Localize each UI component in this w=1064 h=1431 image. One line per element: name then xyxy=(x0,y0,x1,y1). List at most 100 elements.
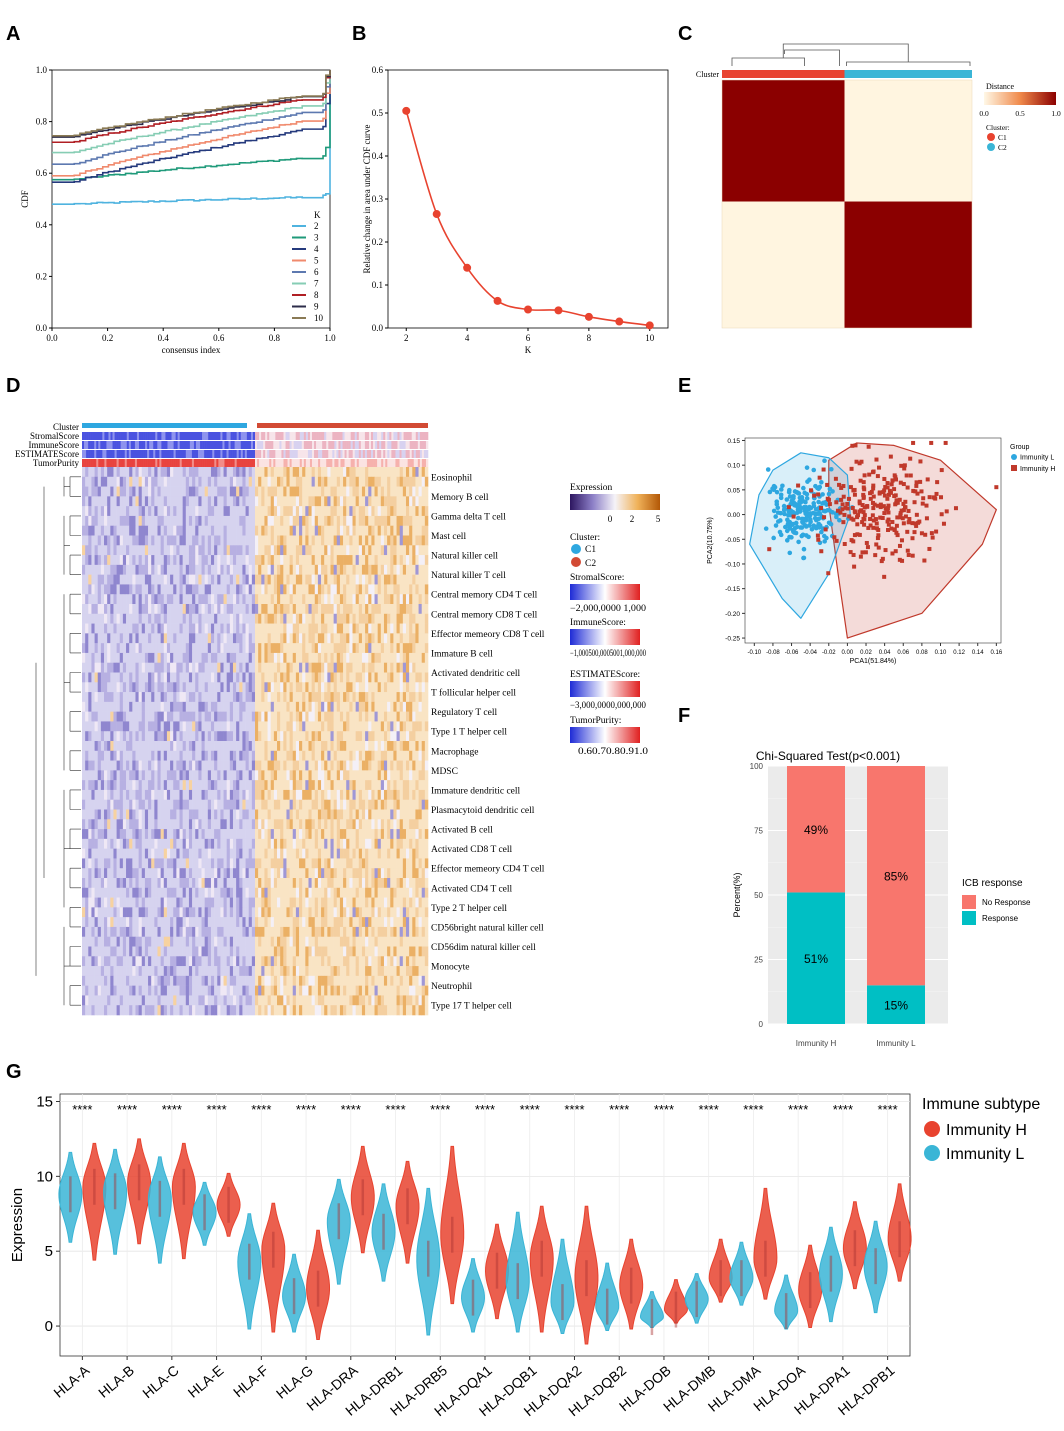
d-heatmap-cell xyxy=(270,584,275,595)
d-heatmap-cell xyxy=(166,564,171,575)
d-heatmap-cell xyxy=(176,467,180,478)
d-heatmap-cell xyxy=(201,692,205,703)
d-heatmap-cell xyxy=(195,476,199,487)
d-annotation-cell xyxy=(222,441,225,449)
d-heatmap-cell xyxy=(182,584,187,595)
d-heatmap-cell xyxy=(135,594,139,605)
d-heatmap-cell xyxy=(185,506,190,517)
d-heatmap-cell xyxy=(308,525,312,536)
d-heatmap-cell xyxy=(402,799,407,810)
d-heatmap-cell xyxy=(248,486,253,497)
d-heatmap-cell xyxy=(261,584,265,595)
d-annotation-cell xyxy=(336,450,339,458)
d-heatmap-cell xyxy=(311,535,316,546)
d-heatmap-cell xyxy=(358,741,363,752)
d-heatmap-cell xyxy=(91,535,95,546)
d-heatmap-cell xyxy=(264,496,268,507)
d-heatmap-cell xyxy=(179,643,183,654)
d-heatmap-cell xyxy=(144,652,149,664)
d-annotation-cell xyxy=(255,432,258,440)
d-heatmap-cell xyxy=(239,672,243,683)
d-heatmap-cell xyxy=(242,819,246,830)
d-heatmap-cell xyxy=(365,770,369,781)
d-heatmap-cell xyxy=(421,467,426,478)
d-annotation-cell xyxy=(307,450,311,458)
d-annotation-cell xyxy=(114,441,117,449)
d-heatmap-cell xyxy=(229,731,234,742)
d-heatmap-cell xyxy=(185,604,190,615)
d-heatmap-cell xyxy=(210,692,215,703)
d-heatmap-cell xyxy=(141,643,146,654)
d-heatmap-cell xyxy=(182,701,187,712)
d-heatmap-cell xyxy=(116,750,121,761)
d-heatmap-cell xyxy=(100,633,105,644)
d-heatmap-cell xyxy=(358,613,363,624)
d-heatmap-cell xyxy=(415,604,419,615)
d-heatmap-cell xyxy=(236,672,240,683)
d-heatmap-cell xyxy=(248,829,253,840)
d-annotation-cell xyxy=(159,450,162,458)
d-heatmap-cell xyxy=(299,692,303,703)
d-heatmap-cell xyxy=(368,555,372,566)
d-heatmap-cell xyxy=(226,486,231,497)
d-heatmap-cell xyxy=(302,604,306,615)
d-heatmap-cell xyxy=(261,594,265,605)
d-annotation-cell xyxy=(163,450,166,458)
d-heatmap-cell xyxy=(220,692,224,703)
d-heatmap-cell xyxy=(374,652,378,664)
d-heatmap-cell xyxy=(330,643,334,654)
d-heatmap-cell xyxy=(368,594,372,605)
d-heatmap-cell xyxy=(170,633,174,644)
d-annotation-cell xyxy=(330,459,333,467)
d-heatmap-cell xyxy=(299,731,303,742)
d-heatmap-cell xyxy=(144,584,149,595)
d-heatmap-cell xyxy=(327,467,331,478)
d-heatmap-cell xyxy=(421,525,426,536)
d-heatmap-cell xyxy=(292,584,297,595)
d-heatmap-cell xyxy=(245,799,250,810)
d-heatmap-cell xyxy=(405,711,410,722)
d-heatmap-cell xyxy=(204,672,209,683)
d-heatmap-cell xyxy=(163,594,168,605)
d-heatmap-cell xyxy=(126,633,130,644)
d-heatmap-cell xyxy=(217,623,221,634)
d-heatmap-cell xyxy=(157,584,161,595)
d-heatmap-cell xyxy=(343,604,347,615)
d-heatmap-cell xyxy=(232,633,237,644)
d-annotation-cell xyxy=(230,450,233,458)
d-heatmap-cell xyxy=(242,506,246,517)
d-heatmap-cell xyxy=(324,760,328,771)
d-heatmap-cell xyxy=(270,496,275,507)
d-heatmap-cell xyxy=(286,496,290,507)
d-annotation-cell xyxy=(208,450,211,458)
d-heatmap-cell xyxy=(402,760,407,771)
d-annotation-cell xyxy=(230,432,233,440)
d-heatmap-cell xyxy=(173,643,177,654)
d-heatmap-cell xyxy=(358,701,363,712)
d-heatmap-cell xyxy=(371,476,375,487)
d-heatmap-cell xyxy=(390,604,394,615)
d-heatmap-cell xyxy=(327,584,331,595)
d-heatmap-cell xyxy=(336,564,341,575)
d-heatmap-cell xyxy=(280,643,284,654)
d-heatmap-cell xyxy=(383,799,388,810)
d-heatmap-cell xyxy=(166,467,171,478)
d-heatmap-cell xyxy=(261,506,265,517)
d-heatmap-cell xyxy=(333,721,338,732)
d-heatmap-cell xyxy=(176,819,180,830)
d-heatmap-cell xyxy=(352,741,356,752)
d-heatmap-cell xyxy=(179,799,183,810)
d-heatmap-cell xyxy=(402,584,407,595)
d-heatmap-cell xyxy=(324,731,328,742)
d-annotation-cell xyxy=(204,432,207,440)
a-legend-label: 7 xyxy=(314,279,319,289)
d-heatmap-cell xyxy=(207,525,212,536)
d-annotation-cell xyxy=(167,459,170,467)
d-annotation-cell xyxy=(269,432,272,440)
d-heatmap-cell xyxy=(299,584,303,595)
d-heatmap-cell xyxy=(126,496,130,507)
d-heatmap-cell xyxy=(349,721,353,732)
d-heatmap-cell xyxy=(226,799,231,810)
d-heatmap-cell xyxy=(330,829,334,840)
d-heatmap-cell xyxy=(314,613,319,624)
